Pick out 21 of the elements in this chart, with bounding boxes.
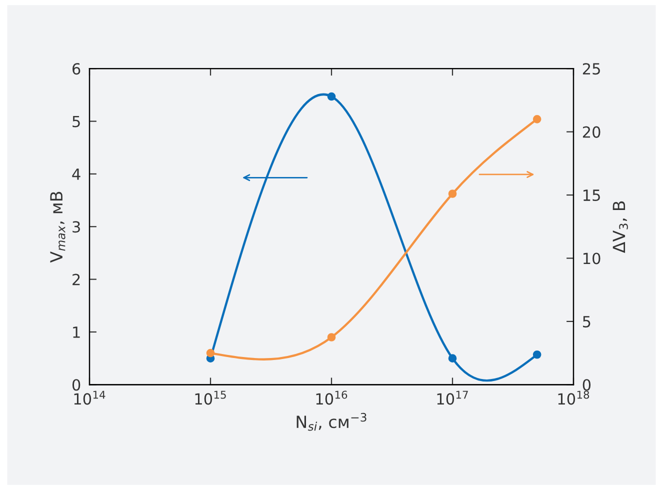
y2-axis-title: ΔV$_{3}$, В bbox=[612, 201, 628, 253]
y2-tick-label: 0 bbox=[582, 379, 591, 391]
x-tick-label: 10$^{15}$ bbox=[195, 390, 226, 405]
y2-tick-label: 25 bbox=[582, 63, 600, 75]
y-axis-title: V$_{max}$, мВ bbox=[50, 192, 66, 263]
y-tick-label: 4 bbox=[72, 168, 80, 180]
y-tick-label: 0 bbox=[72, 379, 80, 391]
x-tick-label: 10$^{16}$ bbox=[316, 390, 348, 405]
y2-tick-label: 15 bbox=[584, 190, 600, 202]
x-tick-label: 10$^{17}$ bbox=[437, 390, 468, 405]
y2-tick-label: 5 bbox=[583, 316, 590, 328]
y2-tick-label: 10 bbox=[584, 252, 600, 264]
y-tick-label: 6 bbox=[72, 63, 80, 75]
x-tick-label: 10$^{18}$ bbox=[558, 390, 590, 405]
x-axis-title: N$_{si}$, см$^{−3}$ bbox=[296, 412, 366, 431]
y2-tick-label: 20 bbox=[582, 126, 600, 138]
y-tick-label: 5 bbox=[72, 116, 80, 128]
y-tick-label: 2 bbox=[72, 274, 80, 286]
y-tick-label: 3 bbox=[72, 221, 80, 233]
y-tick-label: 1 bbox=[73, 326, 80, 338]
x-tick-label: 10$^{14}$ bbox=[74, 390, 106, 405]
